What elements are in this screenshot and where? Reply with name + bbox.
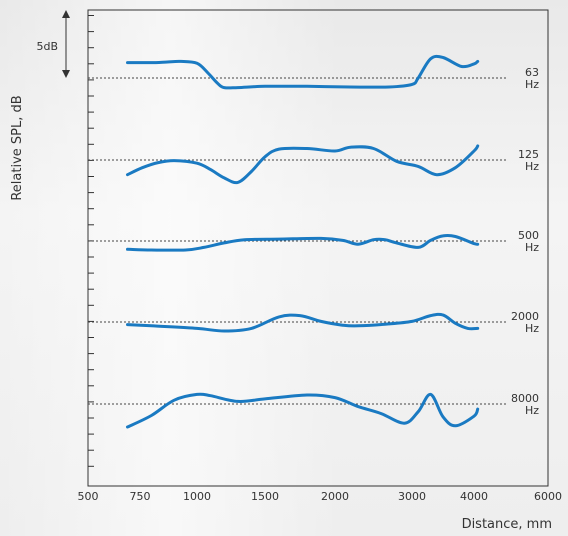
series-lines bbox=[126, 54, 480, 429]
scale-label: 5dB bbox=[36, 40, 58, 53]
plot-frame bbox=[87, 9, 549, 487]
frequency-label-unit: Hz bbox=[525, 404, 539, 417]
y-axis-title: Relative SPL, dB bbox=[10, 95, 25, 200]
x-tick-label: 1500 bbox=[251, 490, 279, 503]
frequency-label-unit: Hz bbox=[525, 241, 539, 254]
x-tick-label: 750 bbox=[130, 490, 151, 503]
frequency-label-value: 8000 bbox=[511, 392, 539, 405]
scale-bar bbox=[62, 10, 70, 78]
frequency-label-unit: Hz bbox=[525, 78, 539, 91]
series-line bbox=[126, 54, 480, 90]
x-tick-label: 3000 bbox=[398, 490, 426, 503]
frequency-label-unit: Hz bbox=[525, 322, 539, 335]
x-axis-title: Distance, mm bbox=[462, 517, 552, 532]
frequency-label-value: 125 bbox=[518, 148, 539, 161]
reference-lines bbox=[88, 77, 506, 405]
series-line bbox=[126, 392, 480, 429]
x-tick-label: 6000 bbox=[534, 490, 562, 503]
frequency-label-unit: Hz bbox=[525, 160, 539, 173]
series-line bbox=[126, 233, 480, 252]
x-tick-label: 500 bbox=[78, 490, 99, 503]
frequency-label-value: 500 bbox=[518, 229, 539, 242]
x-tick-labels: 500 750 1000 1500 2000 3000 4000 6000 bbox=[78, 490, 563, 503]
series-line bbox=[126, 312, 480, 333]
series-line bbox=[126, 144, 480, 185]
x-tick-label: 1000 bbox=[183, 490, 211, 503]
x-tick-label: 2000 bbox=[321, 490, 349, 503]
x-tick-label: 4000 bbox=[460, 490, 488, 503]
frequency-label-value: 2000 bbox=[511, 310, 539, 323]
frequency-label-value: 63 bbox=[525, 66, 539, 79]
